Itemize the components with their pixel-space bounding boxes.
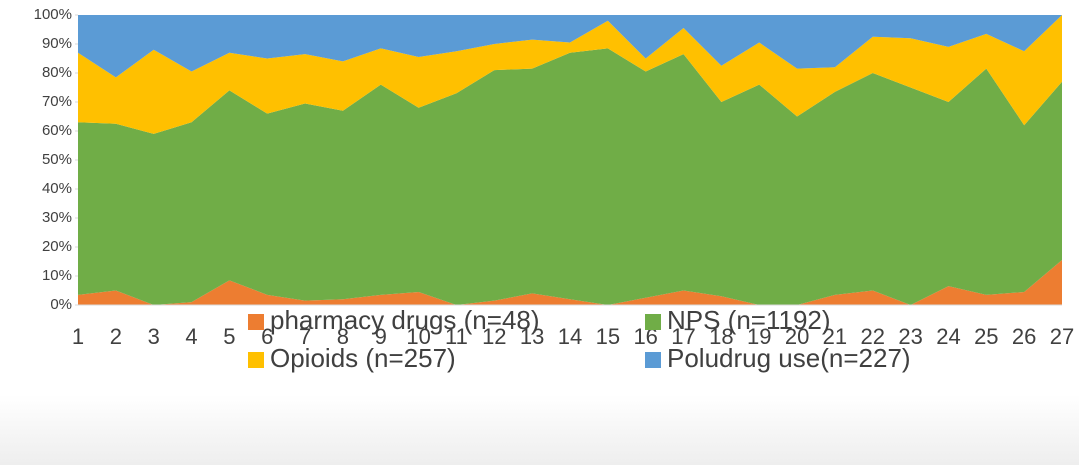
y-tick-label: 90% [42, 35, 72, 52]
x-tick-label: 27 [1050, 324, 1074, 349]
x-tick-label: 24 [936, 324, 960, 349]
y-tick-label: 60% [42, 122, 72, 139]
x-tick-label: 7 [299, 324, 311, 349]
y-tick-label: 100% [34, 6, 72, 23]
y-tick-label: 40% [42, 180, 72, 197]
x-tick-label: 11 [445, 324, 468, 349]
area [78, 15, 1062, 134]
legend-swatch [248, 352, 264, 368]
x-tick-label: 23 [898, 324, 922, 349]
x-tick-label: 2 [110, 324, 122, 349]
x-tick-label: 12 [482, 324, 506, 349]
legend-swatch [645, 352, 661, 368]
x-tick-label: 10 [406, 324, 430, 349]
x-tick-label: 18 [709, 324, 733, 349]
x-tick-label: 17 [671, 324, 695, 349]
legend-label: NPS (n=1192) [667, 305, 831, 335]
y-tick-label: 0% [50, 296, 72, 313]
x-tick-label: 4 [185, 324, 197, 349]
x-tick-label: 25 [974, 324, 998, 349]
legend-swatch [248, 314, 264, 330]
footer-background [0, 395, 1079, 465]
x-tick-label: 21 [823, 324, 847, 349]
y-tick-label: 30% [42, 209, 72, 226]
area [78, 48, 1062, 305]
x-tick-label: 3 [148, 324, 160, 349]
legend-label: pharmacy drugs (n=48) [270, 305, 540, 335]
y-tick-label: 50% [42, 151, 72, 168]
y-tick-label: 80% [42, 64, 72, 81]
x-tick-label: 14 [558, 324, 582, 349]
x-tick-label: 1 [72, 324, 84, 349]
x-tick-label: 19 [747, 324, 771, 349]
y-tick-label: 20% [42, 238, 72, 255]
x-tick-label: 8 [337, 324, 349, 349]
area [78, 15, 1062, 78]
legend-label: Opioids (n=257) [270, 343, 456, 373]
y-tick-label: 10% [42, 267, 72, 284]
x-tick-label: 26 [1012, 324, 1036, 349]
legend-label: Poludrug use(n=227) [667, 343, 911, 373]
x-tick-label: 15 [596, 324, 620, 349]
x-tick-label: 9 [375, 324, 387, 349]
legend-swatch [645, 314, 661, 330]
x-tick-label: 22 [861, 324, 885, 349]
x-tick-label: 20 [785, 324, 809, 349]
area [78, 260, 1062, 305]
x-tick-label: 6 [261, 324, 273, 349]
x-tick-label: 5 [223, 324, 235, 349]
y-tick-label: 70% [42, 93, 72, 110]
x-tick-label: 13 [520, 324, 544, 349]
